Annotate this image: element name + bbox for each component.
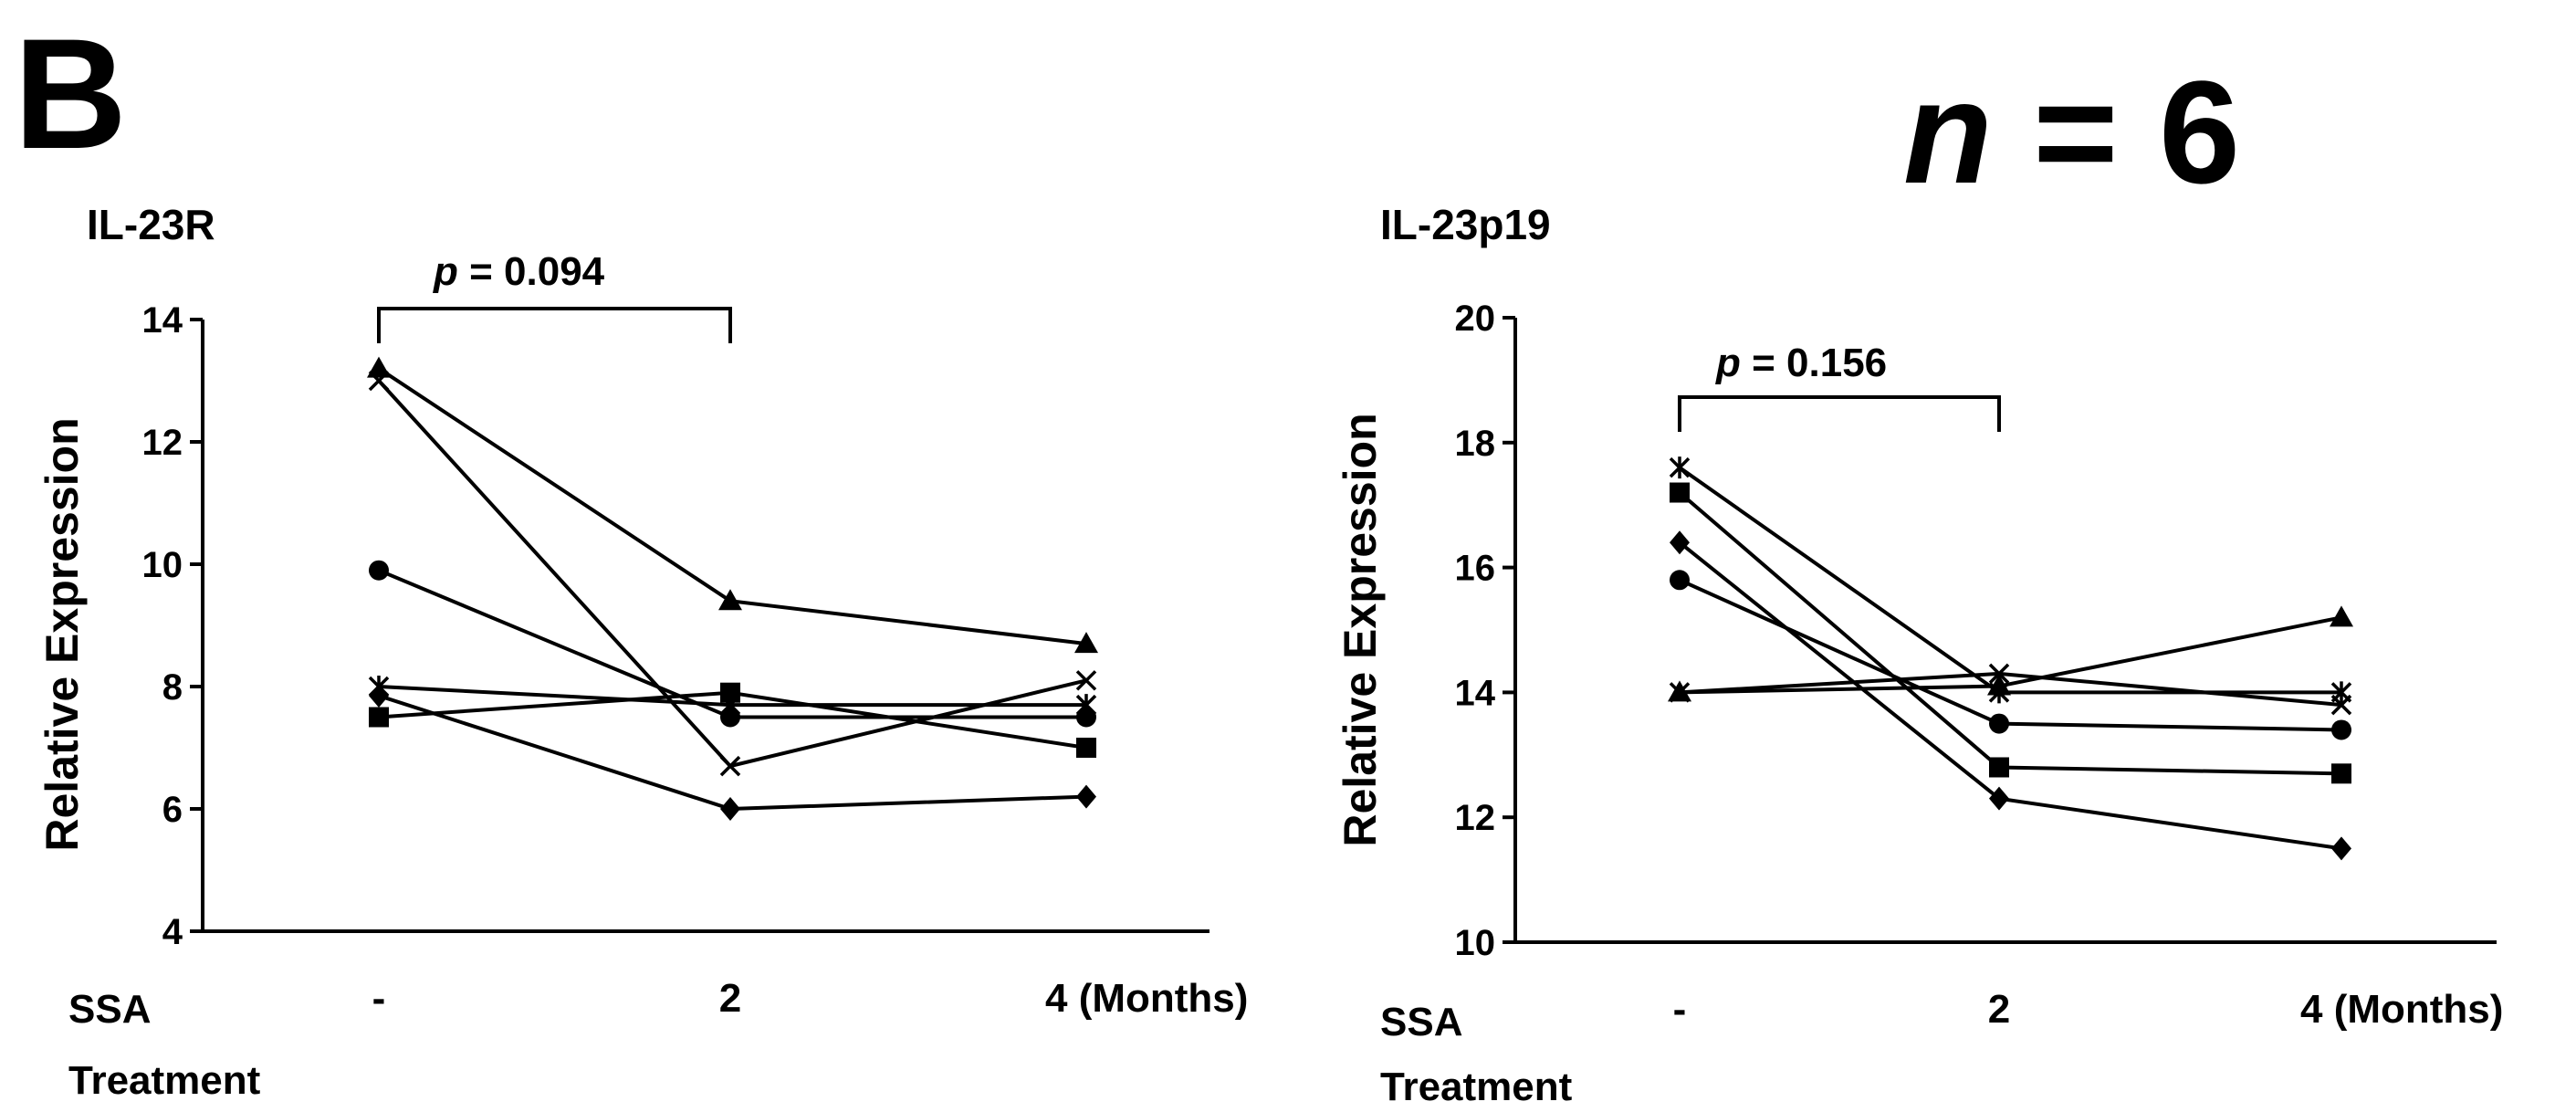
series-asterisk: [1669, 456, 2352, 704]
series-x: [368, 370, 1097, 777]
chart-title: IL-23p19: [1380, 201, 1551, 248]
x-tick-label: 2: [719, 976, 741, 1021]
data-point-triangle: [1987, 674, 2011, 696]
y-tick-label: 12: [1455, 798, 1496, 838]
p-value-annotation: p = 0.094: [377, 249, 732, 343]
y-axis-label: Relative Expression: [1335, 413, 1386, 846]
series-group: [1668, 456, 2353, 861]
data-point-circle: [369, 560, 389, 581]
series-square: [1670, 482, 2351, 784]
y-tick-label: 4: [162, 912, 183, 952]
series-line-square: [1678, 491, 2342, 776]
data-point-diamond: [1076, 784, 1096, 809]
data-point-triangle: [2330, 605, 2353, 627]
x-axis-title-left: SSA Treatment: [68, 987, 261, 1103]
x-tick-label: 2: [1988, 987, 2010, 1032]
data-point-x: [1075, 670, 1097, 691]
data-point-diamond: [2331, 836, 2351, 861]
data-point-asterisk: [1669, 456, 1691, 479]
x-axis-title-right: SSA Treatment: [1380, 1000, 1573, 1109]
p-value-label: p = 0.094: [433, 249, 605, 294]
data-point-square: [1989, 757, 2009, 778]
panel-label: B: [14, 6, 127, 182]
series-triangle: [367, 356, 1098, 654]
chart-il23r: IL-23R Relative Expression 4 6 8 10 12 14 - 2 4 …: [37, 201, 1248, 1021]
p-bracket: [1678, 395, 2001, 432]
x-tick-label: 4 (Months): [2300, 987, 2503, 1032]
data-point-circle: [1670, 570, 1690, 591]
y-tick-label: 14: [1455, 673, 1496, 713]
x-axis-title-line2: Treatment: [1380, 1065, 1573, 1109]
data-point-square: [720, 682, 740, 703]
p-value-annotation: p = 0.156: [1678, 341, 2001, 432]
y-tick-label: 10: [1455, 923, 1496, 963]
x-axis-title-line2: Treatment: [68, 1058, 261, 1103]
p-value-text: = 0.156: [1741, 341, 1887, 385]
data-point-diamond: [1989, 786, 2009, 811]
p-symbol: p: [433, 249, 458, 294]
data-point-asterisk: [1075, 694, 1097, 717]
n-label-italic: n: [1903, 50, 1993, 214]
series-line-triangle: [1679, 615, 2342, 695]
series-square: [369, 682, 1096, 758]
x-axis-title-line1: SSA: [68, 987, 151, 1032]
x-tick-label: -: [1673, 987, 1687, 1032]
chart-il23p19: IL-23p19 Relative Expression 10 12 14 16 18 2…: [1335, 201, 2503, 1032]
data-point-x: [719, 755, 741, 777]
y-tick-label: 18: [1455, 424, 1496, 464]
data-point-circle: [1989, 713, 2009, 734]
data-point-x: [1669, 682, 1691, 703]
data-point-square: [1670, 482, 1690, 503]
y-tick-label: 14: [142, 300, 183, 341]
data-point-circle: [2331, 719, 2351, 740]
data-point-diamond: [720, 797, 740, 821]
data-point-triangle: [367, 356, 391, 378]
data-point-x: [368, 370, 390, 392]
data-point-x: [2330, 694, 2352, 716]
y-axis-label: Relative Expression: [37, 417, 88, 851]
y-tick-label: 6: [162, 790, 183, 830]
axes: 10 12 14 16 18 20 - 2 4 (Months): [1455, 299, 2504, 1032]
data-point-diamond: [1670, 530, 1690, 555]
y-tick-label: 16: [1455, 549, 1496, 589]
data-point-square: [369, 707, 389, 728]
x-tick-label: 4 (Months): [1045, 976, 1248, 1021]
data-point-triangle: [718, 589, 742, 611]
x-tick-label: -: [372, 976, 386, 1021]
p-value-text: = 0.094: [458, 249, 605, 294]
n-label: n = 6: [1903, 50, 2240, 214]
x-axis-title-line1: SSA: [1380, 1000, 1462, 1044]
series-x: [1669, 663, 2352, 716]
series-diamond: [369, 684, 1096, 821]
series-group: [367, 356, 1098, 821]
p-bracket: [377, 307, 732, 343]
p-value-label: p = 0.156: [1715, 341, 1887, 385]
y-tick-label: 10: [142, 545, 183, 585]
y-tick-label: 20: [1455, 299, 1496, 339]
y-tick-label: 12: [142, 423, 183, 463]
n-label-rest: = 6: [1993, 50, 2240, 214]
series-circle: [1670, 570, 2351, 740]
data-point-square: [2331, 763, 2351, 784]
y-tick-label: 8: [162, 667, 183, 708]
axes: 4 6 8 10 12 14 - 2 4 (Months): [142, 300, 1249, 1021]
chart-title: IL-23R: [87, 201, 215, 248]
data-point-triangle: [1074, 632, 1098, 654]
data-point-square: [1076, 738, 1096, 758]
data-point-diamond: [369, 684, 389, 708]
data-point-x: [1988, 663, 2010, 685]
p-symbol: p: [1715, 341, 1741, 385]
series-line-circle: [1679, 578, 2342, 732]
